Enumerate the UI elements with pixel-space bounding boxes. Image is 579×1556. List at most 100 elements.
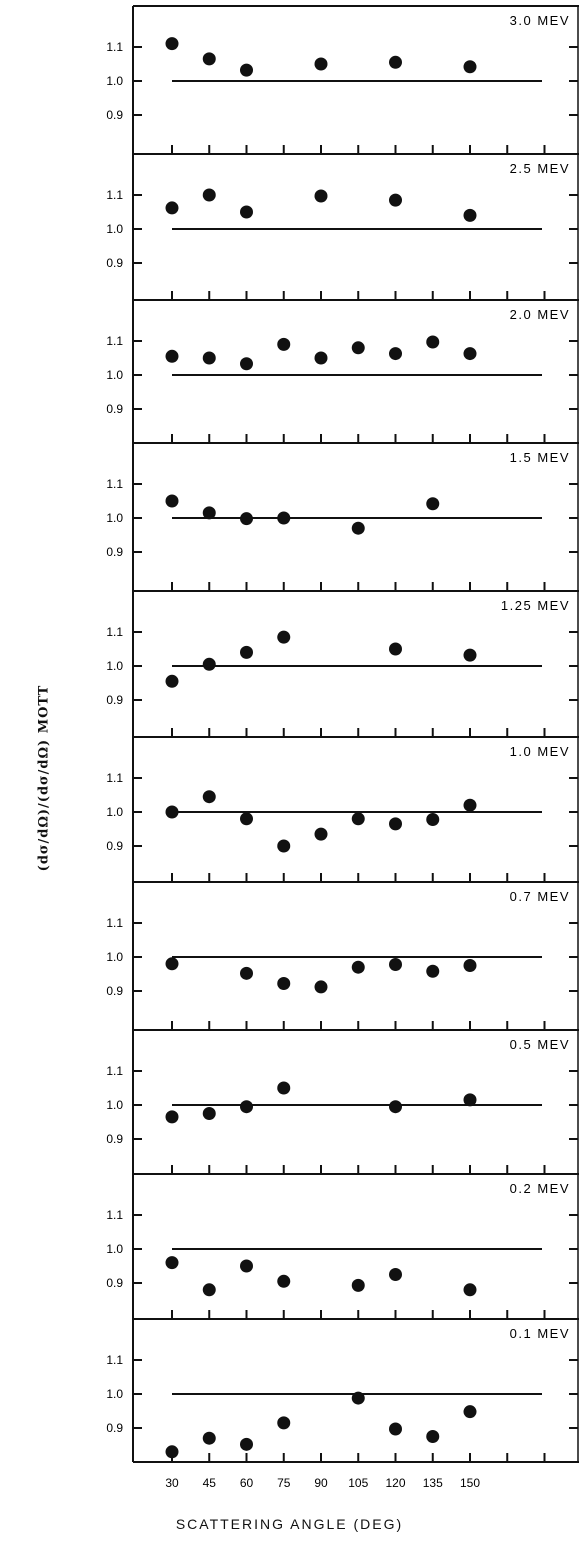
y-tick-label: 0.9 <box>106 984 123 998</box>
y-tick-label: 1.0 <box>106 511 123 525</box>
x-tick-label: 75 <box>277 1476 291 1490</box>
data-point <box>463 1405 477 1419</box>
data-point <box>463 1093 477 1107</box>
y-tick-label: 1.0 <box>106 1387 123 1401</box>
data-point <box>389 1100 402 1114</box>
data-point <box>202 1431 216 1445</box>
panel-energy-label: 1.5 MEV <box>510 450 570 465</box>
panel-energy-label: 2.5 MEV <box>510 161 570 176</box>
data-point <box>389 817 402 831</box>
data-point <box>202 1283 216 1297</box>
data-point <box>426 964 440 978</box>
y-tick-label: 1.1 <box>106 334 123 348</box>
data-point <box>165 805 179 819</box>
data-point <box>165 349 179 363</box>
data-point <box>426 812 440 826</box>
y-tick-label: 1.0 <box>106 368 123 382</box>
data-point <box>165 1445 179 1459</box>
data-point <box>202 657 216 671</box>
data-point <box>202 351 216 365</box>
data-point <box>240 357 253 371</box>
y-tick-label: 1.0 <box>106 805 123 819</box>
data-point <box>463 60 477 74</box>
y-axis-label: (dσ/dΩ)/(dσ/dΩ) MOTT <box>36 684 52 872</box>
y-tick-label: 1.1 <box>106 477 123 491</box>
data-point <box>463 959 477 972</box>
x-tick-label: 30 <box>165 1476 179 1490</box>
data-point <box>389 1422 402 1436</box>
y-tick-label: 0.9 <box>106 1132 123 1146</box>
x-tick-label: 135 <box>423 1476 443 1490</box>
data-point <box>165 674 179 688</box>
x-tick-label: 60 <box>240 1476 254 1490</box>
data-point <box>351 521 365 535</box>
data-point <box>314 189 328 203</box>
data-point <box>202 790 216 804</box>
data-point <box>463 208 477 222</box>
y-tick-label: 1.0 <box>106 222 123 236</box>
y-tick-label: 1.1 <box>106 916 123 930</box>
data-point <box>277 1274 291 1288</box>
data-point <box>240 1437 253 1451</box>
data-point <box>240 645 253 659</box>
y-tick-label: 0.9 <box>106 545 123 559</box>
data-point <box>463 1283 477 1297</box>
y-tick-label: 1.0 <box>106 659 123 673</box>
data-point <box>277 337 291 351</box>
data-point <box>463 648 477 662</box>
panel-energy-label: 0.7 MEV <box>510 889 570 904</box>
y-tick-label: 1.1 <box>106 1353 123 1367</box>
data-point <box>389 957 402 971</box>
data-point <box>240 512 253 526</box>
data-point <box>389 1268 402 1281</box>
data-point <box>277 1416 291 1430</box>
y-tick-label: 1.0 <box>106 74 123 88</box>
y-tick-label: 0.9 <box>106 839 123 853</box>
x-axis-label: SCATTERING ANGLE (DEG) <box>175 1516 404 1532</box>
data-point <box>240 1259 253 1273</box>
data-point <box>277 1081 291 1095</box>
data-point <box>463 798 477 812</box>
panel-energy-label: 0.5 MEV <box>510 1037 570 1052</box>
data-point <box>389 55 402 69</box>
y-tick-label: 0.9 <box>106 1276 123 1290</box>
data-point <box>240 1100 253 1114</box>
x-tick-label: 150 <box>460 1476 480 1490</box>
data-point <box>389 347 402 361</box>
panel-energy-label: 3.0 MEV <box>510 13 570 28</box>
y-tick-label: 0.9 <box>106 108 123 122</box>
data-point <box>314 827 328 841</box>
data-point <box>351 1391 365 1405</box>
data-point <box>202 188 216 202</box>
data-point <box>426 497 440 511</box>
panel-energy-label: 2.0 MEV <box>510 307 570 322</box>
y-tick-label: 1.1 <box>106 188 123 202</box>
data-point <box>314 57 328 71</box>
panel-energy-label: 1.0 MEV <box>510 744 570 759</box>
data-point <box>426 335 440 349</box>
data-point <box>351 1278 365 1292</box>
data-point <box>277 511 291 525</box>
y-tick-label: 1.1 <box>106 40 123 54</box>
data-point <box>202 506 216 520</box>
panel-energy-label: 0.2 MEV <box>510 1181 570 1196</box>
data-point <box>389 642 402 656</box>
data-point <box>351 812 365 826</box>
y-tick-label: 0.9 <box>106 1421 123 1435</box>
data-point <box>314 980 328 994</box>
y-tick-label: 1.0 <box>106 1242 123 1256</box>
data-point <box>240 63 253 77</box>
panel-energy-label: 0.1 MEV <box>510 1326 570 1341</box>
data-point <box>463 347 477 361</box>
data-point <box>277 630 291 644</box>
data-point <box>165 957 179 971</box>
x-tick-label: 90 <box>314 1476 328 1490</box>
x-tick-label: 120 <box>385 1476 405 1490</box>
data-point <box>240 966 253 980</box>
data-point <box>240 205 253 219</box>
data-point <box>314 351 328 365</box>
data-point <box>165 1110 179 1124</box>
panel-energy-label: 1.25 MEV <box>501 598 570 613</box>
y-tick-label: 1.1 <box>106 771 123 785</box>
